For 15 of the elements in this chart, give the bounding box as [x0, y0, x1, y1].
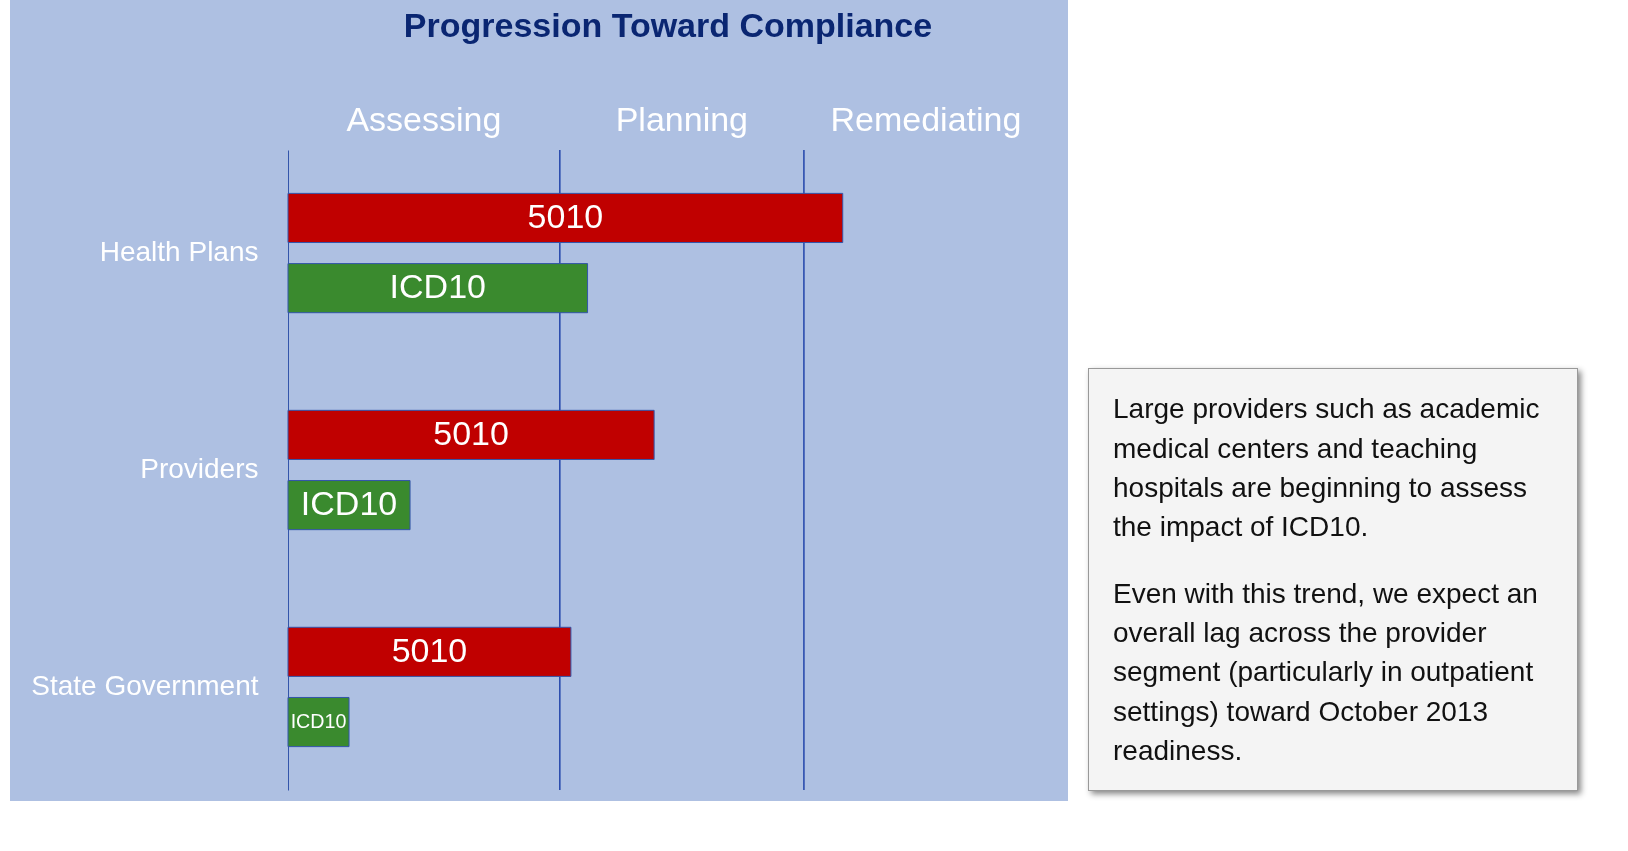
text: Even with this trend, we expect an overall lag across the provider segment (particularly in outpatient settings) toward October 2013 readiness. [1113, 577, 1539, 768]
text: 5010 [527, 196, 604, 235]
chart-title: Progression Toward Compliance [403, 6, 933, 44]
text: Remediating [830, 100, 1022, 138]
text: 5010 [433, 413, 509, 452]
series-label: 5010 [391, 630, 468, 669]
text: Assessing [346, 100, 502, 138]
text: Planning [615, 100, 749, 138]
text: Large providers such as academic medical centers and teaching hospitals are beginning to assess the impact of ICD10. [1113, 392, 1541, 544]
y-tick-label: State Government [31, 669, 259, 701]
text: ICD10 [300, 484, 398, 523]
text: ICD10 [389, 267, 486, 306]
y-tick-label: Providers [140, 453, 259, 484]
series-label: ICD10 [290, 710, 347, 733]
y-tick-label: Health Plans [99, 236, 259, 268]
